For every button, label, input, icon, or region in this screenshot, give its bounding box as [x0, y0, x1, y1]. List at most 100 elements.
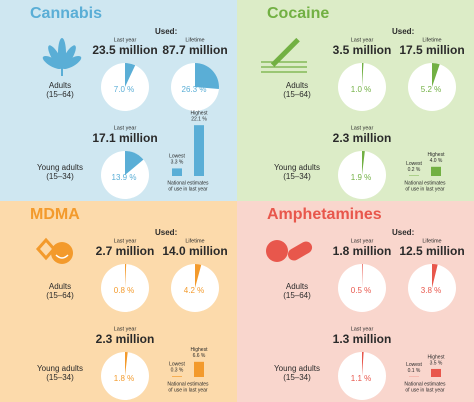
amount: 2.3 million — [96, 332, 155, 346]
amount: 17.1 million — [92, 131, 157, 145]
panel: Cocaine Used: Adults(15–64) Young adults(15… — [237, 0, 474, 201]
range-caption: Lowest — [169, 362, 185, 368]
pie-label: 4.2 % — [184, 286, 204, 295]
pie-slice — [195, 264, 202, 288]
caption: Last year — [114, 326, 137, 332]
group-label: Adults — [49, 282, 71, 291]
group-label: Young adults — [274, 163, 320, 172]
icon — [266, 240, 288, 262]
pie-slice — [125, 63, 136, 87]
pie-label: 3.8 % — [421, 286, 441, 295]
panel-title: Cocaine — [267, 5, 329, 22]
range-label: 6.6 % — [193, 353, 206, 359]
amount: 23.5 million — [92, 43, 157, 57]
panel: MDMA Used: Adults(15–64) Young adults(15–34… — [0, 201, 237, 402]
amount: 1.8 million — [333, 244, 392, 258]
pie-label: 1.1 % — [351, 374, 371, 383]
group-label: (15–64) — [46, 291, 74, 300]
range-caption: Lowest — [406, 161, 422, 167]
group-label: Adults — [49, 81, 71, 90]
range-note: National estimates — [404, 381, 446, 387]
range-bar — [431, 166, 441, 176]
group-label: Adults — [286, 81, 308, 90]
used-label: Used: — [155, 27, 177, 36]
range-bar — [194, 361, 204, 377]
pie-label: 5.2 % — [421, 85, 441, 94]
caption: Last year — [351, 326, 374, 332]
caption: Last year — [114, 238, 137, 244]
icon — [270, 37, 300, 67]
pie-label: 7.0 % — [114, 85, 134, 94]
range-label: 0.2 % — [408, 167, 421, 173]
group-label: (15–34) — [283, 373, 311, 382]
group-label: Young adults — [274, 364, 320, 373]
range-label: 3.3 % — [171, 160, 184, 166]
pie-label: 13.9 % — [112, 173, 137, 182]
pie-label: 1.9 % — [351, 173, 371, 182]
range-bar — [431, 368, 441, 377]
pie-slice — [125, 264, 127, 288]
used-label: Used: — [392, 27, 414, 36]
pie-slice — [362, 264, 363, 288]
amount: 14.0 million — [162, 244, 227, 258]
group-label: (15–64) — [283, 291, 311, 300]
pie-slice — [125, 352, 128, 376]
range-label: 0.3 % — [171, 368, 184, 374]
icon — [61, 56, 82, 69]
pie-slice — [432, 63, 440, 87]
used-label: Used: — [155, 228, 177, 237]
pie-slice — [362, 151, 365, 175]
group-label: Adults — [286, 282, 308, 291]
caption: Lifetime — [185, 238, 204, 244]
icon — [55, 254, 69, 259]
amount: 87.7 million — [162, 43, 227, 57]
pie-label: 1.8 % — [114, 374, 134, 383]
range-label: 22.1 % — [191, 116, 207, 122]
range-note: of use in last year — [405, 387, 445, 393]
pie-label: 0.8 % — [114, 286, 134, 295]
range-caption: Highest — [191, 110, 209, 116]
pie-slice — [125, 151, 144, 175]
caption: Last year — [351, 125, 374, 131]
group-label: Young adults — [37, 163, 83, 172]
range-note: of use in last year — [168, 387, 208, 393]
caption: Last year — [351, 238, 374, 244]
range-label: 4.0 % — [430, 158, 443, 164]
range-note: National estimates — [404, 180, 446, 186]
range-caption: Lowest — [406, 362, 422, 368]
used-label: Used: — [392, 228, 414, 237]
range-note: National estimates — [167, 381, 209, 387]
range-caption: Highest — [191, 347, 209, 353]
group-label: Young adults — [37, 364, 83, 373]
group-label: (15–64) — [46, 90, 74, 99]
pie-slice — [362, 63, 364, 87]
caption: Lifetime — [422, 37, 441, 43]
caption: Last year — [114, 125, 137, 131]
range-bar — [172, 376, 182, 377]
icon — [287, 241, 313, 261]
pie-slice — [195, 63, 220, 89]
range-note: of use in last year — [168, 186, 208, 192]
group-label: (15–34) — [46, 373, 74, 382]
amount: 3.5 million — [333, 43, 392, 57]
pie-slice — [432, 264, 438, 288]
range-caption: Lowest — [169, 154, 185, 160]
pie-label: 26.3 % — [182, 85, 207, 94]
panel-title: Amphetamines — [267, 206, 382, 223]
caption: Lifetime — [185, 37, 204, 43]
caption: Last year — [114, 37, 137, 43]
amount: 2.3 million — [333, 131, 392, 145]
panel-title: Cannabis — [30, 5, 102, 22]
range-bar — [172, 168, 182, 176]
pie-slice — [362, 352, 364, 376]
range-note: of use in last year — [405, 186, 445, 192]
group-label: (15–64) — [283, 90, 311, 99]
panel: Cannabis Used: Adults(15–64) Young adults(1… — [0, 0, 237, 201]
amount: 2.7 million — [96, 244, 155, 258]
pie-label: 0.5 % — [351, 286, 371, 295]
amount: 1.3 million — [333, 332, 392, 346]
panel: Amphetamines Used: Adults(15–64) Young adul… — [237, 201, 474, 402]
caption: Last year — [351, 37, 374, 43]
caption: Lifetime — [422, 238, 441, 244]
